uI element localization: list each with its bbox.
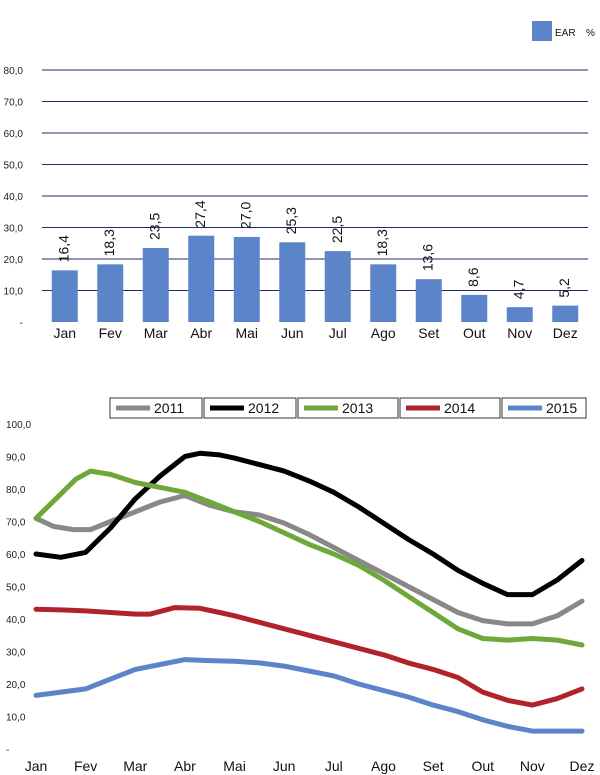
- bar-category-label: Set: [418, 325, 439, 341]
- line-y-tick: 90,0: [6, 453, 26, 464]
- bar-category-label: Out: [463, 325, 486, 341]
- bar: [415, 279, 442, 322]
- line-category-label: Dez: [570, 758, 595, 774]
- bar-data-label: 5,2: [556, 278, 572, 298]
- bar-data-label: 23,5: [147, 213, 163, 240]
- series-line-2014: [33, 605, 585, 708]
- series-line-2011: [33, 493, 585, 627]
- line-category-label: Jun: [273, 758, 296, 774]
- bar: [188, 235, 215, 322]
- line-category-label: Nov: [520, 758, 545, 774]
- bar: [552, 305, 579, 322]
- line-y-tick: 20,0: [6, 680, 26, 691]
- line-category-label: Jul: [325, 758, 343, 774]
- legend-box-2012: [203, 397, 297, 419]
- bar: [370, 264, 397, 322]
- bar-y-tick: 40,0: [4, 192, 24, 203]
- bar-chart-ear: - 10,0 20,0 30,0 40,0 50,0 60,0 70,0 80,0 16,4 18…: [4, 21, 595, 341]
- bar-category-label: Abr: [190, 325, 212, 341]
- bar-category-label: Mai: [235, 325, 258, 341]
- bar-data-label: 18,3: [374, 229, 390, 256]
- legend-box-2011: [109, 397, 203, 419]
- bar-y-tick: 80,0: [4, 66, 24, 77]
- bar: [324, 251, 351, 322]
- bar-data-label: 27,4: [192, 200, 208, 227]
- bar-legend-unit: %: [586, 28, 595, 39]
- bar-y-tick: -: [20, 318, 23, 329]
- bar-data-label: 18,3: [101, 229, 117, 256]
- bar-data-label: 27,0: [238, 201, 254, 228]
- line-y-tick: 30,0: [6, 648, 26, 659]
- line-y-tick: -: [6, 745, 9, 756]
- legend-label-2012: 2012: [248, 400, 279, 416]
- bar-category-label: Dez: [553, 325, 578, 341]
- bar-y-tick: 70,0: [4, 98, 24, 109]
- bar-data-labels: 16,4 18,3 23,5 27,4 27,0 25,3 22,5 18,3 13,6 8,6 4…: [56, 200, 573, 299]
- legend-label-2015: 2015: [546, 400, 577, 416]
- bar-legend-swatch: [532, 21, 552, 41]
- line-category-label: Jan: [25, 758, 48, 774]
- line-y-tick: 80,0: [6, 485, 26, 496]
- bar-data-label: 8,6: [465, 267, 481, 287]
- line-category-label: Abr: [174, 758, 196, 774]
- bar-category-label: Nov: [507, 325, 532, 341]
- bar-legend-label: EAR: [555, 28, 576, 39]
- line-x-axis: Jan Fev Mar Abr Mai Jun Jul Ago Set Out Nov Dez: [25, 758, 595, 774]
- legend-label-2014: 2014: [444, 400, 475, 416]
- bar-gridlines: [42, 69, 588, 291]
- bar-x-axis: Jan Fev Mar Abr Mai Jun Jul Ago Set Out Nov Dez: [53, 325, 577, 341]
- bar-legend: EAR%: [532, 21, 595, 41]
- bar: [51, 270, 78, 322]
- bar: [142, 247, 169, 322]
- line-y-tick: 10,0: [6, 713, 26, 724]
- bar-data-label: 13,6: [420, 244, 436, 271]
- bar-category-label: Jun: [281, 325, 304, 341]
- line-category-label: Out: [471, 758, 494, 774]
- bar-y-tick: 50,0: [4, 161, 24, 172]
- bar-series: [51, 235, 579, 322]
- bar-data-label: 22,5: [329, 216, 345, 243]
- bar-category-label: Ago: [371, 325, 396, 341]
- line-y-axis: - 10,0 20,0 30,0 40,0 50,0 60,0 70,0 80,0 90,0 100…: [6, 420, 31, 756]
- bar: [97, 264, 124, 322]
- legend-label-2013: 2013: [342, 400, 373, 416]
- bar-data-label: 25,3: [283, 207, 299, 234]
- line-category-label: Ago: [371, 758, 396, 774]
- legend-box-2014: [399, 397, 501, 419]
- bar: [461, 294, 488, 322]
- bar-category-label: Mar: [144, 325, 168, 341]
- legend-box-2015: [501, 397, 587, 419]
- bar: [279, 242, 306, 322]
- bar-y-axis: - 10,0 20,0 30,0 40,0 50,0 60,0 70,0 80,0: [4, 66, 24, 329]
- line-y-tick: 40,0: [6, 615, 26, 626]
- legend-box-2013: [297, 397, 399, 419]
- series-line-2015: [33, 657, 585, 734]
- bar-category-label: Fev: [99, 325, 122, 341]
- series-line-2013: [33, 468, 585, 648]
- bar-data-label: 16,4: [56, 235, 72, 262]
- bar: [233, 236, 260, 322]
- line-y-tick: 100,0: [6, 420, 31, 431]
- bar-y-tick: 10,0: [4, 287, 24, 298]
- bar-y-tick: 20,0: [4, 255, 24, 266]
- line-category-label: Set: [423, 758, 444, 774]
- line-category-label: Mar: [123, 758, 147, 774]
- line-legend: 2011 2012 2013 2014 2015: [109, 397, 587, 419]
- bar-category-label: Jan: [53, 325, 76, 341]
- bar: [506, 307, 533, 322]
- line-category-label: Mai: [223, 758, 246, 774]
- line-y-tick: 50,0: [6, 583, 26, 594]
- line-y-tick: 60,0: [6, 550, 26, 561]
- line-series: [33, 450, 585, 734]
- bar-category-label: Jul: [329, 325, 347, 341]
- bar-y-tick: 60,0: [4, 129, 24, 140]
- bar-y-tick: 30,0: [4, 224, 24, 235]
- bar-data-label: 4,7: [511, 280, 527, 300]
- legend-label-2011: 2011: [154, 400, 184, 416]
- series-line-2012: [33, 450, 585, 598]
- line-y-tick: 70,0: [6, 518, 26, 529]
- line-category-label: Fev: [74, 758, 97, 774]
